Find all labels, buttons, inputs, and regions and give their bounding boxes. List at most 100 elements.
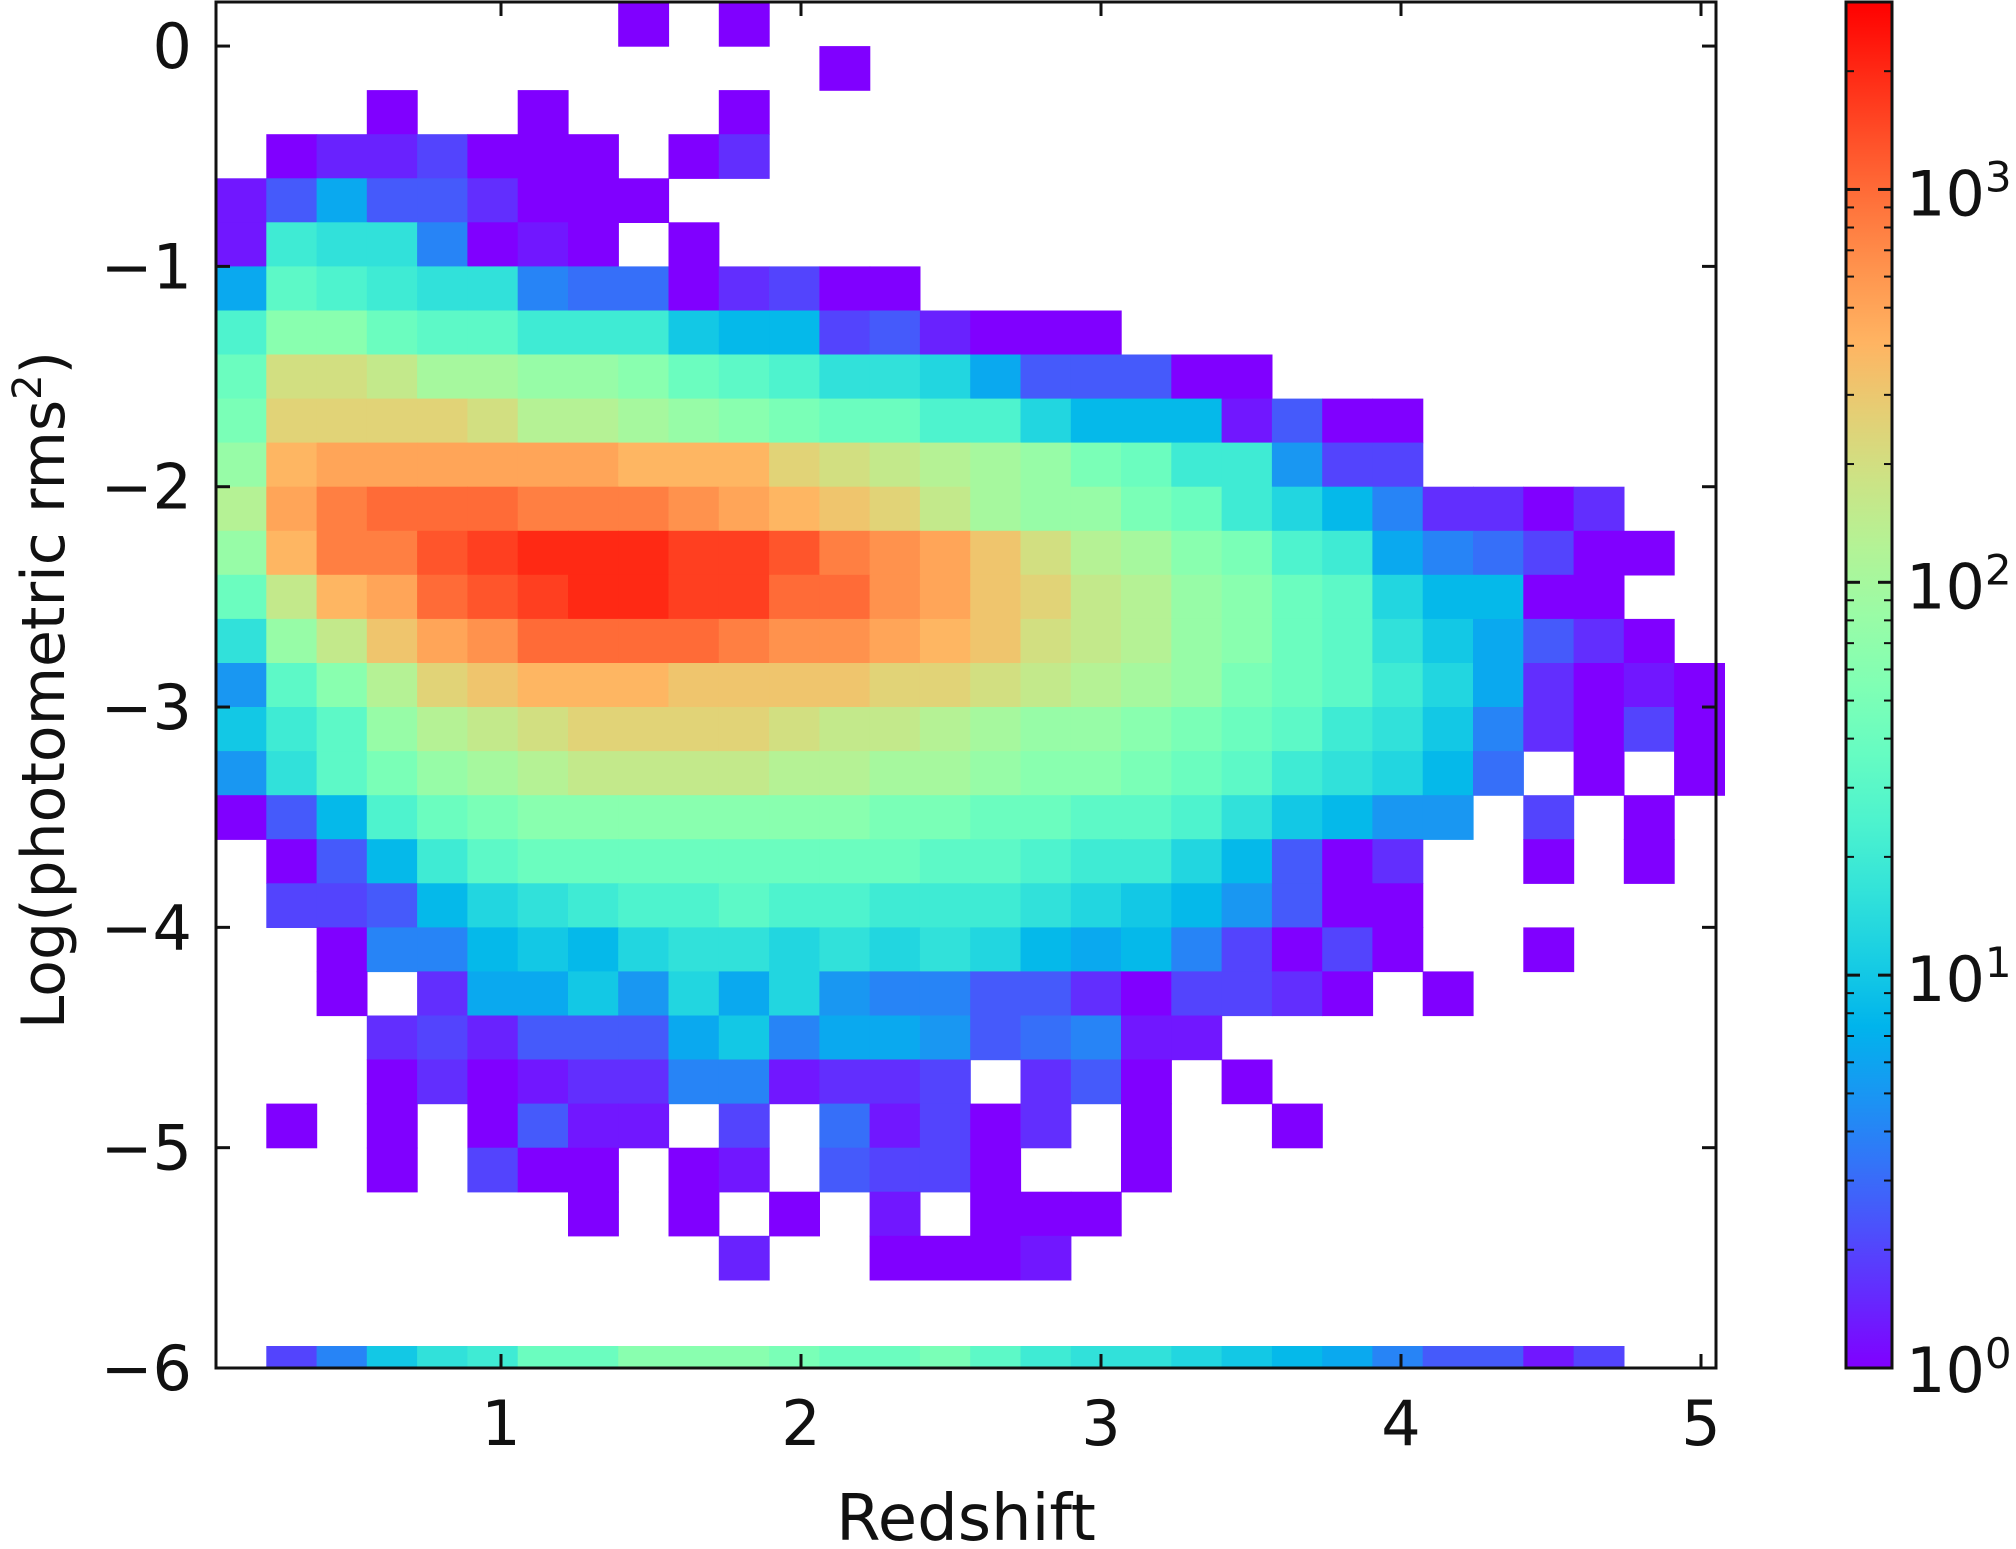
heatmap-cell	[1221, 1059, 1273, 1105]
heatmap-cell	[1121, 1346, 1172, 1369]
heatmap-cell	[517, 134, 569, 179]
heatmap-cell	[417, 486, 468, 532]
heatmap-cell	[366, 222, 418, 267]
heatmap-cell	[1020, 663, 1072, 708]
heatmap-cell	[568, 354, 619, 400]
heatmap-cell	[316, 971, 368, 1017]
heatmap-cell	[1020, 1235, 1072, 1281]
heatmap-cell	[1070, 1015, 1122, 1061]
heatmap-cell	[1070, 707, 1122, 752]
heatmap-cell	[1322, 486, 1374, 532]
heatmap-cell	[718, 751, 770, 796]
heatmap-cell	[467, 707, 519, 752]
heatmap-cell	[718, 486, 770, 532]
heatmap-cell	[1372, 927, 1424, 973]
heatmap-cell	[618, 398, 670, 444]
heatmap-cell	[366, 310, 418, 356]
heatmap-cell	[1020, 1015, 1072, 1061]
heatmap-cell	[1523, 530, 1575, 576]
heatmap-cell	[1523, 486, 1575, 532]
heatmap-cell	[568, 707, 619, 752]
heatmap-cell	[618, 618, 670, 664]
heatmap-cell	[568, 883, 619, 928]
heatmap-cell	[568, 222, 619, 267]
heatmap-cell	[1070, 1346, 1122, 1369]
heatmap-cell	[869, 927, 921, 973]
heatmap-cell	[970, 663, 1022, 708]
heatmap-cell	[568, 1015, 619, 1061]
heatmap-cell	[1473, 1346, 1524, 1369]
heatmap-cell	[316, 795, 368, 840]
heatmap-cell	[568, 1103, 619, 1149]
heatmap-cell	[819, 618, 871, 664]
heatmap-cell	[970, 354, 1022, 400]
heatmap-cell	[618, 707, 670, 752]
heatmap-cell	[266, 442, 318, 488]
heatmap-cell	[819, 1103, 871, 1149]
y-tick-label: −3	[101, 671, 192, 744]
x-tick-label: 2	[781, 1387, 820, 1460]
heatmap-cell	[266, 1103, 318, 1149]
heatmap-cell	[718, 795, 770, 840]
heatmap-cell	[668, 707, 720, 752]
heatmap-cell	[266, 134, 318, 179]
heatmap-cell	[1372, 1346, 1424, 1369]
y-tick-label: −5	[101, 1112, 192, 1185]
heatmap-cell	[266, 663, 318, 708]
heatmap-cell	[467, 442, 519, 488]
heatmap-cell	[1372, 530, 1424, 576]
heatmap-cell	[869, 707, 921, 752]
heatmap-cell	[819, 751, 871, 796]
heatmap-cell	[1171, 663, 1223, 708]
heatmap-cell	[216, 486, 267, 532]
heatmap-cell	[1422, 795, 1474, 840]
heatmap-cell	[1020, 795, 1072, 840]
heatmap-cell	[1221, 574, 1273, 620]
heatmap-cell	[919, 1059, 971, 1105]
heatmap-cell	[970, 751, 1022, 796]
heatmap-cell	[1221, 530, 1273, 576]
heatmap-cell	[718, 134, 770, 179]
heatmap-cell	[417, 707, 468, 752]
heatmap-cell	[1473, 663, 1524, 708]
heatmap-cell	[366, 707, 418, 752]
heatmap-cell	[216, 354, 267, 400]
heatmap-cell	[1221, 354, 1273, 400]
heatmap-cell	[1121, 618, 1172, 664]
heatmap-cell	[1221, 1346, 1273, 1369]
heatmap-cell	[568, 839, 619, 884]
heatmap-cell	[517, 1346, 569, 1369]
heatmap-cell	[1322, 707, 1374, 752]
heatmap-cell	[467, 883, 519, 928]
heatmap-cell	[718, 442, 770, 488]
heatmap-cell	[668, 354, 720, 400]
heatmap-cell	[970, 1103, 1022, 1149]
heatmap-cell	[668, 927, 720, 973]
heatmap-cell	[1171, 795, 1223, 840]
y-tick-label: −1	[101, 230, 192, 303]
heatmap-cell	[316, 751, 368, 796]
heatmap-cell	[1573, 574, 1625, 620]
heatmap-cell	[568, 178, 619, 223]
heatmap-cell	[1070, 971, 1122, 1017]
heatmap-cell	[1171, 398, 1223, 444]
heatmap-cell	[869, 310, 921, 356]
heatmap-cell	[970, 971, 1022, 1017]
heatmap-cell	[266, 574, 318, 620]
heatmap-cell	[718, 1103, 770, 1149]
heatmap-cell	[819, 839, 871, 884]
heatmap-cell	[1020, 1059, 1072, 1105]
heatmap-cell	[568, 134, 619, 179]
heatmap-cell	[718, 971, 770, 1017]
heatmap-cell	[568, 751, 619, 796]
y-axis-label-sup: 2	[5, 374, 51, 399]
heatmap-cell	[919, 1103, 971, 1149]
heatmap-cell	[869, 663, 921, 708]
heatmap-cell	[1070, 486, 1122, 532]
heatmap-cell	[1070, 663, 1122, 708]
heatmap-cell	[668, 795, 720, 840]
heatmap-cell	[266, 266, 318, 312]
heatmap-cell	[417, 751, 468, 796]
heatmap-cell	[718, 354, 770, 400]
heatmap-cell	[618, 574, 670, 620]
